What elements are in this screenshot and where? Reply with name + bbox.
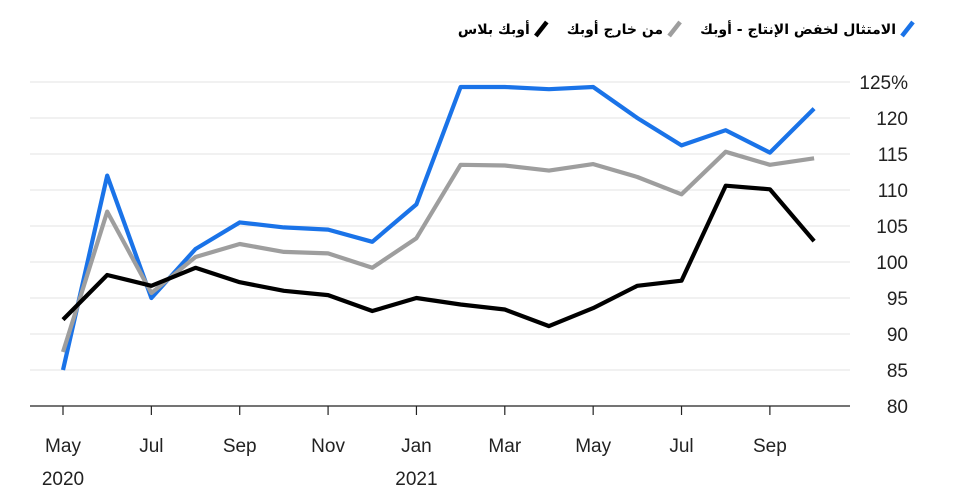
legend-label: من خارج أوبك (567, 20, 663, 38)
legend-label: الامتثال لخفض الإنتاج - أوبك (700, 20, 896, 38)
y-tick-label: 80 (887, 397, 908, 418)
legend-item: أوبك بلاس (458, 20, 549, 38)
y-tick-label: 85 (887, 361, 908, 382)
y-tick-label: 115 (878, 145, 908, 166)
y-axis-ticks: 80 85 90 95 100 105 110 115 120 125% (859, 73, 908, 418)
x-tick-label: Sep (753, 436, 787, 457)
legend-swatch (534, 20, 549, 38)
x-tick-label: May (575, 436, 611, 457)
y-tick-label: 90 (887, 325, 908, 346)
x-tick-label: May (45, 436, 81, 457)
series-line (61, 183, 816, 329)
x-tick-year-label: 2021 (395, 469, 437, 490)
series-line (60, 84, 816, 371)
legend-item: الامتثال لخفض الإنتاج - أوبك (700, 20, 915, 38)
legend-swatch (900, 20, 915, 38)
x-axis: May 2020 Jul Sep Nov Jan 2021 Mar May Jul Sep (30, 405, 850, 490)
grid-lines (30, 81, 850, 371)
x-tick-label: Sep (223, 436, 257, 457)
y-tick-label: 110 (878, 181, 908, 202)
legend-swatch (667, 20, 682, 38)
y-tick-label: 120 (876, 109, 908, 130)
x-tick-label: Jul (669, 436, 693, 457)
x-tick-label: Nov (311, 436, 345, 457)
legend-item: من خارج أوبك (567, 20, 682, 38)
x-tick-label: Mar (488, 436, 521, 457)
series-lines (60, 84, 816, 371)
y-tick-label: 95 (887, 289, 908, 310)
series-line (60, 149, 815, 353)
y-tick-label: 105 (876, 217, 908, 238)
legend-label: أوبك بلاس (458, 20, 530, 38)
x-tick-label: Jan (401, 436, 432, 457)
legend: الامتثال لخفض الإنتاج - أوبك من خارج أوبك… (458, 20, 915, 38)
y-tick-label: 100 (876, 253, 908, 274)
x-tick-year-label: 2020 (42, 469, 84, 490)
y-unit-suffix: % (891, 73, 908, 94)
y-tick-label: 125% (859, 73, 908, 94)
x-tick-label: Jul (139, 436, 163, 457)
